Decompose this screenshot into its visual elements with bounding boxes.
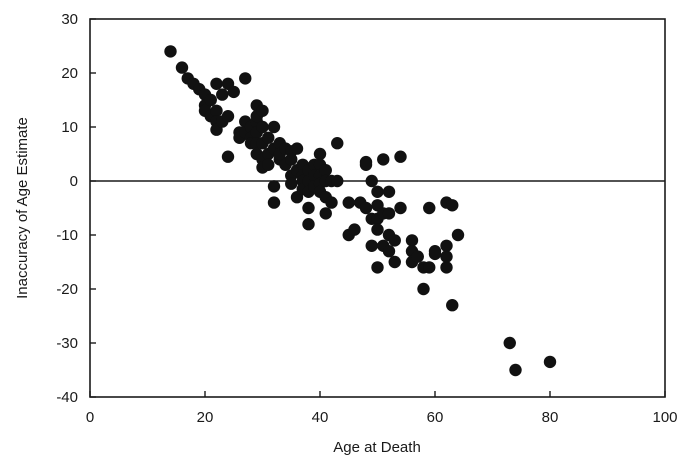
y-axis-title: Inaccuracy of Age Estimate	[14, 117, 31, 299]
data-point	[285, 153, 298, 166]
data-point	[216, 88, 229, 101]
data-point	[371, 185, 384, 198]
data-point	[371, 223, 384, 236]
data-point	[423, 201, 436, 215]
y-tick-label: 20	[61, 65, 78, 82]
data-point	[290, 142, 304, 155]
data-point	[394, 150, 407, 163]
data-point	[440, 261, 453, 274]
x-tick-label: 100	[652, 409, 677, 426]
data-point	[446, 299, 459, 312]
data-point	[227, 85, 240, 99]
data-point	[388, 255, 401, 269]
data-point	[388, 234, 401, 247]
x-tick-label: 80	[542, 409, 559, 426]
data-point	[331, 174, 344, 188]
data-point	[302, 201, 315, 215]
data-point	[302, 218, 315, 231]
plot-frame	[89, 18, 666, 398]
x-tick-label: 60	[427, 409, 444, 426]
data-point	[267, 120, 281, 134]
data-point	[256, 120, 269, 134]
data-point	[417, 282, 430, 296]
data-point	[365, 174, 378, 188]
x-axis: 0 20 40 60 80 100	[86, 391, 678, 426]
y-tick-label: -20	[56, 281, 78, 298]
x-axis-title: Age at Death	[333, 439, 421, 456]
data-point	[204, 93, 217, 107]
y-tick-label: 10	[61, 119, 78, 136]
data-point	[239, 72, 252, 85]
data-point	[382, 185, 396, 198]
data-point	[221, 150, 235, 163]
y-tick-label: -10	[56, 227, 78, 244]
data-point	[509, 363, 522, 377]
y-tick-label: -30	[56, 335, 78, 352]
data-point	[440, 239, 453, 252]
data-point	[319, 164, 332, 177]
data-point	[382, 245, 396, 258]
data-point	[267, 196, 281, 209]
data-point	[348, 223, 361, 236]
data-point	[359, 158, 373, 171]
data-point	[256, 104, 269, 118]
data-point	[411, 250, 424, 263]
x-tick-label: 40	[312, 409, 329, 426]
data-point	[451, 228, 465, 242]
data-point	[394, 201, 407, 215]
data-point	[210, 77, 223, 91]
data-point	[313, 147, 327, 161]
x-tick-label: 0	[86, 409, 94, 426]
data-point	[382, 207, 396, 220]
data-point	[503, 336, 516, 350]
data-point	[331, 137, 344, 150]
data-point	[405, 234, 419, 247]
y-tick-label: 0	[70, 173, 78, 190]
data-point	[325, 196, 338, 209]
data-point	[446, 199, 459, 212]
data-point	[359, 201, 373, 215]
data-point	[428, 247, 442, 261]
data-point	[285, 177, 298, 190]
data-point	[423, 261, 436, 274]
data-point	[371, 261, 384, 274]
data-point	[221, 110, 235, 123]
x-tick-label: 20	[197, 409, 214, 426]
data-point	[175, 61, 189, 74]
data-points	[164, 45, 557, 377]
data-point	[365, 239, 378, 252]
data-point	[262, 158, 275, 171]
y-tick-label: 30	[61, 11, 78, 28]
data-point	[267, 180, 281, 193]
data-point	[440, 250, 453, 263]
data-point	[342, 196, 355, 209]
data-point	[262, 131, 275, 144]
y-axis: 30 20 10 0 -10 -20 -30 -40	[56, 11, 96, 406]
data-point	[377, 153, 390, 166]
data-point	[164, 45, 177, 58]
data-point	[543, 355, 557, 369]
data-point	[319, 207, 332, 220]
y-tick-label: -40	[56, 389, 78, 406]
data-point	[210, 104, 223, 118]
